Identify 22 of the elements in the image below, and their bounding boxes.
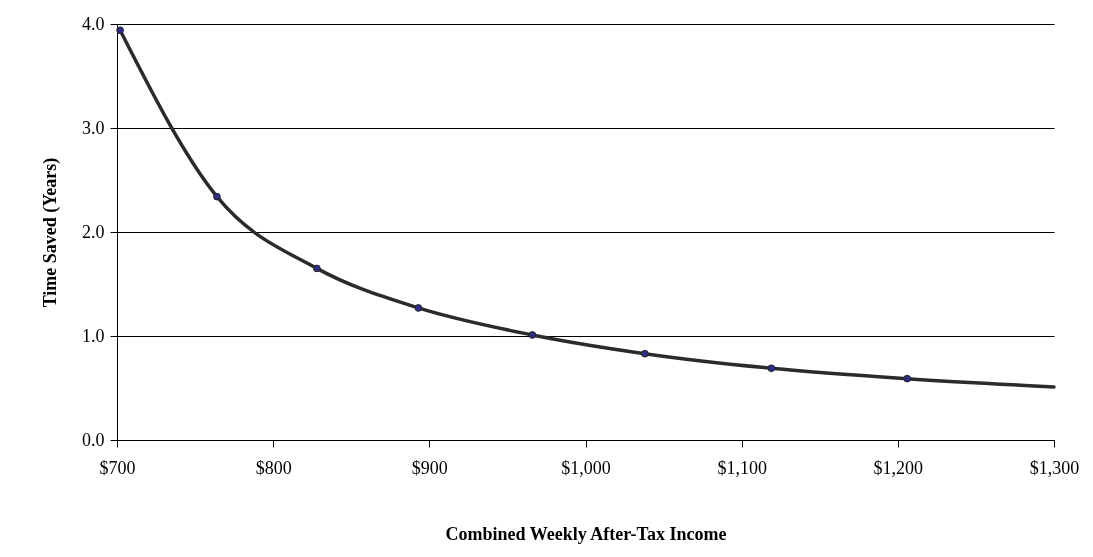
point xyxy=(313,264,321,273)
x-tick-label: $1,000 xyxy=(561,457,611,478)
x-tick-label: $1,200 xyxy=(873,457,924,478)
point xyxy=(528,331,537,339)
point xyxy=(903,374,912,383)
point xyxy=(640,349,649,358)
y-tick-label: 1.0 xyxy=(82,325,105,346)
x-tick-label: $1,300 xyxy=(1029,457,1080,478)
x-tick-label: $900 xyxy=(411,457,448,478)
y-tick-label: 0.0 xyxy=(82,429,105,450)
point xyxy=(414,304,423,312)
x-axis-title: Combined Weekly After-Tax Income xyxy=(445,523,727,544)
point xyxy=(213,192,221,201)
x-tick-label: $1,100 xyxy=(717,457,767,478)
y-tick-label: 2.0 xyxy=(82,221,105,242)
x-tick-label: $700 xyxy=(99,457,136,478)
x-tick-label: $800 xyxy=(255,457,292,478)
y-tick-label: 3.0 xyxy=(82,117,105,138)
y-axis-title: Time Saved (Years) xyxy=(40,157,61,308)
point xyxy=(116,26,124,35)
y-tick-label: 4.0 xyxy=(82,13,105,34)
point xyxy=(767,364,776,373)
